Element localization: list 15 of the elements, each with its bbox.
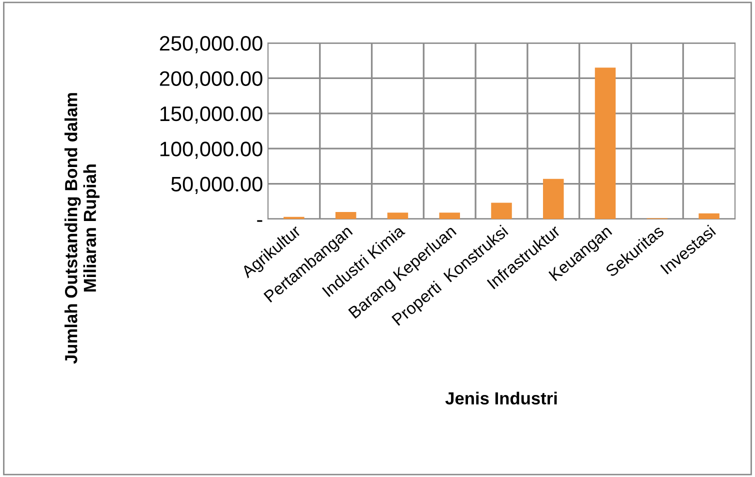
y-tick-label: 50,000.00 [171, 176, 262, 194]
y-axis-title: Jumlah Outstanding Bond dalam Miliaran Rupiah [64, 93, 100, 364]
bar [439, 212, 460, 219]
x-axis-title: Jenis Industri [445, 392, 557, 404]
bar [698, 213, 720, 219]
y-tick-label: 150,000.00 [160, 106, 262, 124]
y-tick-label: 250,000.00 [160, 36, 262, 54]
y-tick-label: 100,000.00 [160, 142, 262, 159]
bar [387, 212, 408, 219]
bar [543, 178, 564, 219]
bar [491, 202, 512, 219]
y-tick-label: 200,000.00 [160, 71, 262, 88]
y-tick-label: - [257, 220, 262, 222]
bar [335, 212, 356, 219]
bar [594, 68, 616, 219]
